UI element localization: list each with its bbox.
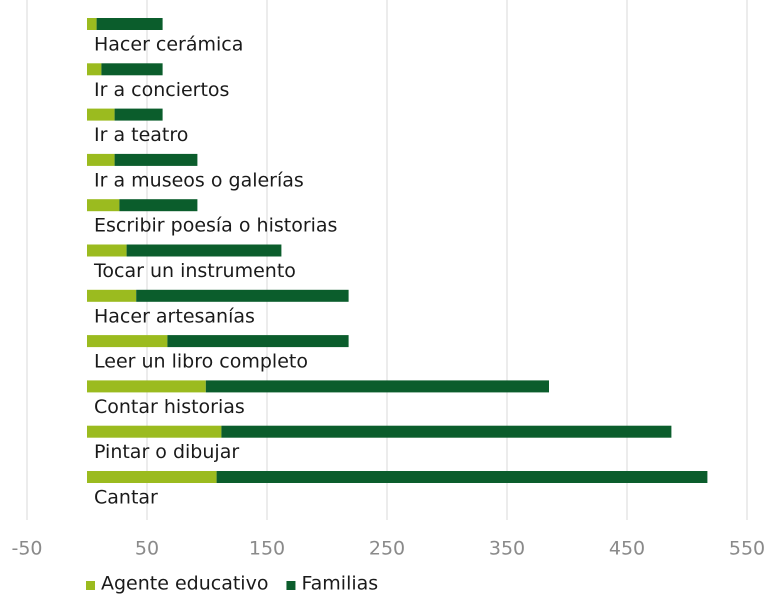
category-label: Escribir poesía o historias — [94, 215, 337, 237]
bar — [87, 153, 115, 166]
x-tick-label: 550 — [729, 538, 765, 560]
x-tick-label: 150 — [249, 538, 285, 560]
bar — [87, 63, 102, 76]
category-label: Cantar — [94, 487, 158, 509]
x-tick-label: -50 — [11, 538, 42, 560]
bar — [87, 244, 127, 257]
legend-label: Agente educativo — [101, 573, 268, 595]
category-label: Ir a conciertos — [94, 79, 229, 101]
legend-swatch — [286, 581, 296, 590]
bar — [87, 380, 206, 393]
bar — [87, 425, 222, 438]
bar — [221, 425, 672, 438]
bar — [87, 289, 137, 302]
legend-label: Familias — [301, 573, 378, 595]
bar — [167, 335, 349, 348]
bar — [119, 199, 198, 212]
bar — [87, 471, 217, 483]
bar — [205, 380, 550, 393]
x-tick-label: 350 — [489, 538, 525, 560]
category-label: Pintar o dibujar — [94, 441, 239, 463]
bar — [114, 153, 198, 166]
bar — [87, 18, 97, 30]
x-tick-label: 50 — [135, 538, 159, 560]
category-label: Leer un libro completo — [94, 351, 308, 373]
category-label: Tocar un instrumento — [93, 260, 296, 282]
bar — [96, 18, 163, 30]
legend-swatch — [86, 581, 95, 590]
category-label: Hacer artesanías — [94, 305, 255, 327]
category-label: Hacer cerámica — [94, 34, 243, 56]
bar — [87, 108, 115, 121]
x-tick-label: 250 — [369, 538, 405, 560]
x-tick-label: 450 — [609, 538, 645, 560]
category-label: Contar historias — [94, 396, 245, 418]
bar — [114, 108, 163, 121]
category-label: Ir a museos o galerías — [94, 169, 304, 191]
bar — [87, 335, 168, 348]
bar — [216, 471, 708, 483]
bar — [87, 199, 120, 212]
bar — [126, 244, 282, 257]
bar — [136, 289, 349, 302]
category-label: Ir a teatro — [94, 124, 188, 146]
bar — [101, 63, 163, 76]
